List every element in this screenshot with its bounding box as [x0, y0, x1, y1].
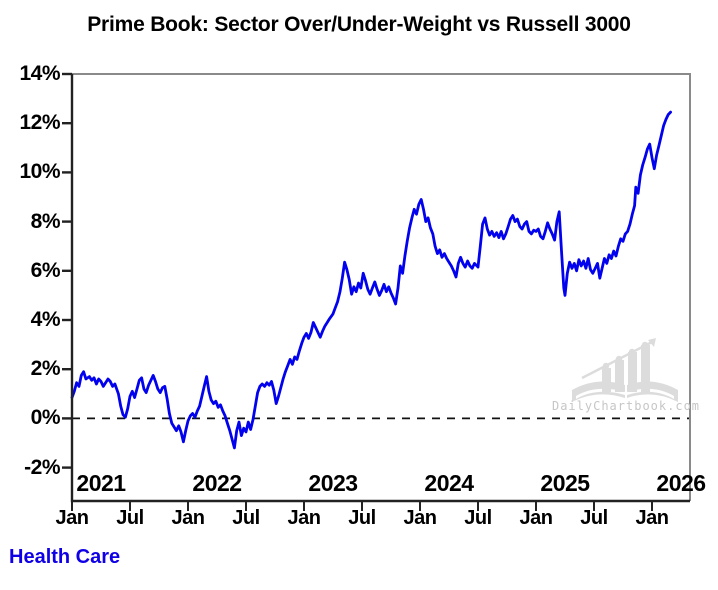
- watermark-shape: [615, 360, 624, 392]
- x-tick-label: Jan: [171, 507, 205, 529]
- year-label: 2021: [76, 470, 126, 496]
- watermark-shape: [576, 388, 625, 399]
- watermark-shape: [615, 355, 623, 363]
- y-tick-label: 10%: [19, 160, 60, 184]
- plot-area: [62, 72, 691, 511]
- watermark-text: DailyChartbook.com: [551, 399, 701, 413]
- y-tick-label: 14%: [19, 62, 60, 85]
- year-label: 2026: [656, 470, 706, 496]
- series-line-health-care: [70, 110, 672, 450]
- series-label-health-care: Health Care: [9, 546, 121, 568]
- x-tick-label: Jan: [519, 507, 553, 529]
- x-tick-label: Jul: [232, 507, 260, 529]
- y-tick-label: 8%: [30, 209, 61, 233]
- y-tick-label: 6%: [30, 258, 61, 282]
- y-tick-label: -2%: [24, 455, 60, 479]
- watermark-shape: [648, 338, 656, 347]
- watermark-shape: [628, 348, 636, 356]
- year-label: 2024: [424, 470, 474, 496]
- watermark-shape: [641, 341, 649, 349]
- watermark-shape: [628, 352, 637, 392]
- watermark-shape: [602, 362, 610, 370]
- year-label: 2022: [192, 470, 242, 496]
- y-tick-label: 12%: [19, 111, 60, 135]
- watermark-shape: [641, 345, 650, 392]
- y-tick-label: 0%: [30, 406, 61, 430]
- y-tick-label: 2%: [30, 357, 61, 381]
- x-tick-label: Jan: [403, 507, 437, 529]
- x-tick-label: Jul: [464, 507, 492, 529]
- y-tick-label: 4%: [30, 308, 61, 331]
- plot-border-topright: [72, 73, 691, 501]
- plot-border-leftbottom: [70, 74, 690, 503]
- x-tick-label: Jan: [635, 507, 669, 529]
- year-label: 2023: [308, 470, 358, 496]
- x-tick-label: Jul: [580, 507, 608, 529]
- watermark-shape: [602, 368, 611, 392]
- x-tick-label: Jan: [55, 507, 89, 529]
- x-tick-label: Jul: [348, 507, 376, 529]
- dailychartbook-watermark-icon: [572, 338, 678, 402]
- watermark-shape: [627, 388, 674, 399]
- year-label: 2025: [540, 470, 590, 496]
- x-tick-label: Jan: [287, 507, 321, 529]
- chart-title: Prime Book: Sector Over/Under-Weight vs …: [87, 13, 631, 36]
- x-tick-label: Jul: [116, 507, 144, 529]
